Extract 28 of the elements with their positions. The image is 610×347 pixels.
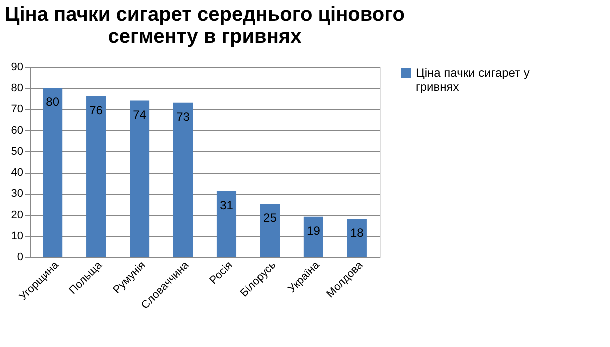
bar: [173, 102, 194, 257]
data-label: 73: [176, 110, 190, 124]
data-label: 76: [90, 104, 104, 118]
chart-title: Ціна пачки сигарет середнього цінового сегменту в гривнях: [5, 4, 405, 48]
bar: [86, 96, 106, 257]
bar: [260, 204, 280, 257]
data-label: 80: [46, 95, 60, 110]
y-tick-label: 90: [11, 62, 24, 74]
y-tick-label: 20: [11, 209, 24, 222]
y-tick-label: 40: [11, 167, 24, 180]
y-tick-label: 0: [17, 252, 24, 264]
data-label: 31: [220, 198, 234, 213]
y-tick-label: 30: [11, 188, 24, 200]
y-tick-label: 80: [11, 82, 24, 95]
bar: [216, 192, 237, 257]
y-tick-label: 60: [11, 124, 24, 137]
bar: [347, 219, 367, 257]
data-label: 18: [350, 226, 364, 240]
y-tick-label: 50: [11, 146, 24, 158]
data-label: 25: [264, 211, 278, 226]
bar: [304, 216, 324, 257]
legend-label: Ціна пачки сигарет у гривнях: [416, 66, 530, 94]
y-tick-label: 10: [11, 230, 24, 242]
data-label: 19: [307, 224, 321, 238]
data-label: 74: [133, 108, 147, 122]
bar: [43, 88, 63, 257]
bar: [130, 100, 150, 257]
y-tick-label: 70: [11, 104, 24, 116]
